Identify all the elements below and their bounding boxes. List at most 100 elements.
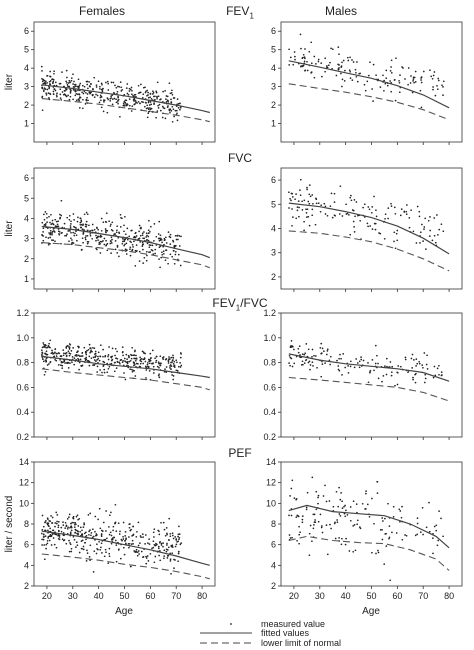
data-point bbox=[164, 90, 166, 92]
plot-frame bbox=[33, 312, 216, 438]
data-point bbox=[387, 502, 389, 505]
data-point bbox=[393, 79, 396, 81]
data-point bbox=[53, 88, 56, 90]
data-point bbox=[323, 350, 325, 353]
data-point bbox=[337, 63, 339, 66]
data-point bbox=[442, 86, 444, 88]
data-point bbox=[159, 98, 161, 101]
data-point bbox=[171, 534, 174, 537]
data-point bbox=[48, 232, 50, 234]
data-point bbox=[179, 356, 182, 359]
data-point bbox=[84, 350, 87, 353]
data-point bbox=[301, 521, 304, 524]
y-tick-label: 5 bbox=[271, 45, 276, 55]
data-point bbox=[124, 360, 126, 362]
data-point bbox=[76, 220, 79, 223]
data-point bbox=[311, 361, 314, 364]
data-point bbox=[109, 242, 112, 245]
data-point bbox=[99, 527, 102, 530]
data-point bbox=[134, 551, 137, 553]
y-tick-label: 1.0 bbox=[263, 333, 276, 343]
data-point bbox=[301, 353, 304, 355]
data-point bbox=[320, 525, 323, 527]
data-point bbox=[160, 542, 163, 545]
data-point bbox=[310, 62, 313, 65]
data-point bbox=[66, 76, 68, 79]
data-point bbox=[298, 542, 300, 545]
data-point bbox=[177, 365, 180, 368]
data-point bbox=[57, 352, 60, 354]
data-point bbox=[355, 75, 358, 78]
data-point bbox=[122, 521, 125, 524]
data-point bbox=[383, 79, 385, 82]
data-point bbox=[73, 538, 76, 541]
data-point bbox=[403, 211, 406, 213]
data-point bbox=[311, 540, 313, 543]
data-point bbox=[158, 362, 161, 365]
data-point bbox=[81, 84, 84, 87]
data-point bbox=[330, 47, 332, 50]
data-point bbox=[129, 359, 132, 362]
data-point bbox=[55, 511, 58, 514]
data-point bbox=[63, 360, 66, 363]
data-point bbox=[291, 224, 293, 227]
x-tick-label: 20 bbox=[289, 591, 299, 601]
data-point bbox=[62, 524, 65, 526]
data-point bbox=[154, 95, 156, 98]
data-point bbox=[107, 358, 110, 361]
data-point bbox=[172, 354, 174, 357]
data-point bbox=[162, 545, 164, 548]
data-point bbox=[76, 93, 79, 96]
data-point bbox=[313, 513, 316, 516]
data-point bbox=[156, 110, 159, 112]
data-point bbox=[71, 361, 73, 364]
data-point bbox=[109, 97, 112, 100]
data-point bbox=[81, 228, 84, 231]
data-point bbox=[405, 213, 408, 216]
data-point bbox=[306, 186, 308, 189]
data-point bbox=[86, 349, 88, 352]
data-point bbox=[107, 98, 110, 101]
data-point bbox=[148, 543, 151, 545]
data-point bbox=[389, 70, 392, 72]
data-point bbox=[78, 84, 81, 87]
data-point bbox=[175, 369, 178, 372]
data-point bbox=[65, 362, 68, 364]
data-point bbox=[354, 68, 357, 71]
data-point bbox=[322, 495, 325, 497]
data-point bbox=[110, 356, 112, 358]
data-point bbox=[74, 532, 76, 534]
data-point bbox=[338, 53, 340, 56]
data-point bbox=[289, 537, 292, 539]
data-point bbox=[72, 231, 75, 234]
data-point bbox=[288, 514, 290, 517]
data-point bbox=[108, 555, 111, 558]
data-point bbox=[399, 214, 402, 217]
data-point bbox=[317, 202, 320, 205]
data-point bbox=[77, 518, 79, 521]
data-point bbox=[308, 50, 311, 53]
data-point bbox=[83, 229, 86, 231]
data-point bbox=[69, 543, 72, 546]
data-point bbox=[51, 533, 54, 535]
data-point bbox=[338, 486, 340, 489]
data-point bbox=[379, 86, 382, 88]
data-point bbox=[315, 202, 318, 205]
data-point bbox=[111, 538, 113, 540]
data-point bbox=[171, 374, 173, 376]
data-point bbox=[310, 72, 312, 74]
data-point bbox=[413, 359, 415, 361]
data-point bbox=[105, 551, 107, 554]
data-point bbox=[288, 354, 291, 357]
data-point bbox=[108, 533, 111, 536]
data-point bbox=[343, 505, 345, 508]
data-point bbox=[393, 231, 396, 234]
data-point bbox=[121, 88, 124, 91]
data-point bbox=[424, 377, 427, 380]
data-point bbox=[301, 515, 304, 517]
data-point bbox=[148, 538, 150, 540]
data-point bbox=[69, 90, 72, 93]
y-axis-label: liter / second bbox=[4, 496, 15, 553]
data-point bbox=[301, 209, 304, 211]
data-point bbox=[377, 362, 379, 365]
